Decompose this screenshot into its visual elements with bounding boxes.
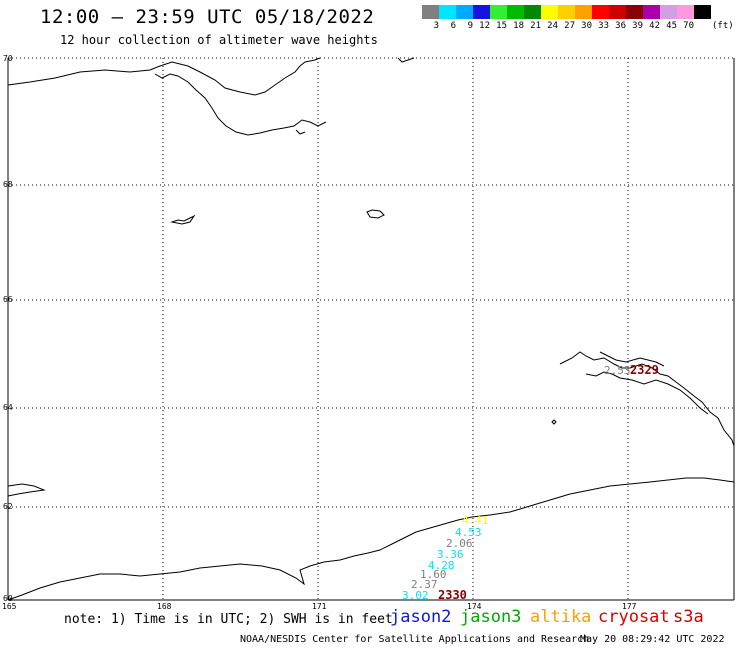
color-scale-swatch — [439, 5, 456, 19]
legend-jason3: jason3 — [460, 607, 522, 627]
color-scale-swatch — [660, 5, 677, 19]
swh-reading: 3.02 — [402, 589, 429, 602]
color-scale-label: 33 — [598, 21, 609, 31]
color-scale-swatch — [643, 5, 660, 19]
color-scale-swatch — [541, 5, 558, 19]
lat-label-66: 66 — [3, 295, 13, 304]
swh-reading: 4.41 — [462, 514, 489, 527]
color-scale-label: 21 — [530, 21, 541, 31]
color-scale-label: 36 — [615, 21, 626, 31]
coastline — [7, 57, 735, 601]
swh-reading: 2.37 — [411, 578, 438, 591]
swh-reading: 3.36 — [437, 548, 464, 561]
footer-credit: NOAA/NESDIS Center for Satellite Applica… — [240, 634, 590, 645]
swh-reading: 4.53 — [455, 526, 482, 539]
swh-reading: 2.06 — [446, 537, 473, 550]
color-scale-swatch — [592, 5, 609, 19]
lat-label-68: 68 — [3, 180, 13, 189]
color-scale-label: 24 — [547, 21, 558, 31]
lat-label-60: 60 — [3, 594, 13, 603]
legend-s3a: s3a — [673, 607, 704, 627]
color-scale-swatch — [609, 5, 626, 19]
color-scale-swatch — [456, 5, 473, 19]
color-scale-swatch — [473, 5, 490, 19]
color-scale-label: 39 — [632, 21, 643, 31]
lon-label-174: 174 — [467, 602, 482, 611]
color-scale-swatch — [677, 5, 694, 19]
color-scale-swatch — [507, 5, 524, 19]
color-scale-swatch — [626, 5, 643, 19]
color-scale-label: 42 — [649, 21, 660, 31]
legend-altika: altika — [530, 607, 592, 627]
color-scale-label: 3 — [433, 21, 439, 31]
lat-label-62: 62 — [3, 502, 13, 511]
legend-cryosat: cryosat — [598, 607, 670, 627]
color-scale-swatch — [694, 5, 711, 19]
color-scale-label: 27 — [564, 21, 575, 31]
swh-reading: 4.28 — [428, 559, 455, 572]
color-scale-swatch — [490, 5, 507, 19]
color-scale-unit: (ft) — [712, 21, 734, 31]
lon-label-165: 165 — [2, 602, 17, 611]
lon-label-177: 177 — [622, 602, 637, 611]
lat-label-64: 64 — [3, 403, 13, 412]
color-scale-label: 45 — [666, 21, 677, 31]
color-scale-label: 9 — [467, 21, 473, 31]
color-scale-swatch — [422, 5, 439, 19]
color-scale-swatch — [575, 5, 592, 19]
frame — [7, 58, 735, 601]
color-scale — [422, 5, 711, 19]
swh-reading: 1.60 — [420, 568, 447, 581]
map-title: 12:00 – 23:59 UTC 05/18/2022 — [40, 6, 375, 28]
swh-reading: 2.53 — [604, 364, 631, 377]
legend-jason2: jason2 — [390, 607, 452, 627]
pass-time-label: 2329 — [630, 363, 659, 377]
color-scale-label: 15 — [496, 21, 507, 31]
footer-timestamp: May 20 08:29:42 UTC 2022 — [580, 634, 725, 645]
lon-label-171: 171 — [312, 602, 327, 611]
pass-time-label: 2330 — [438, 588, 467, 602]
graticule — [8, 57, 734, 600]
color-scale-swatch — [558, 5, 575, 19]
color-scale-labels: 3 6 9 12 15 18 21 24 27 30 33 36 39 42 45 70 — [422, 21, 694, 31]
lon-label-168: 168 — [157, 602, 172, 611]
color-scale-label: 70 — [683, 21, 694, 31]
footnote: note: 1) Time is in UTC; 2) SWH is in fe… — [64, 612, 393, 627]
color-scale-label: 6 — [450, 21, 456, 31]
color-scale-swatch — [524, 5, 541, 19]
color-scale-label: 12 — [479, 21, 490, 31]
map-subtitle: 12 hour collection of altimeter wave hei… — [60, 33, 378, 47]
lat-label-70: 70 — [3, 54, 13, 63]
color-scale-label: 30 — [581, 21, 592, 31]
color-scale-label: 18 — [513, 21, 524, 31]
